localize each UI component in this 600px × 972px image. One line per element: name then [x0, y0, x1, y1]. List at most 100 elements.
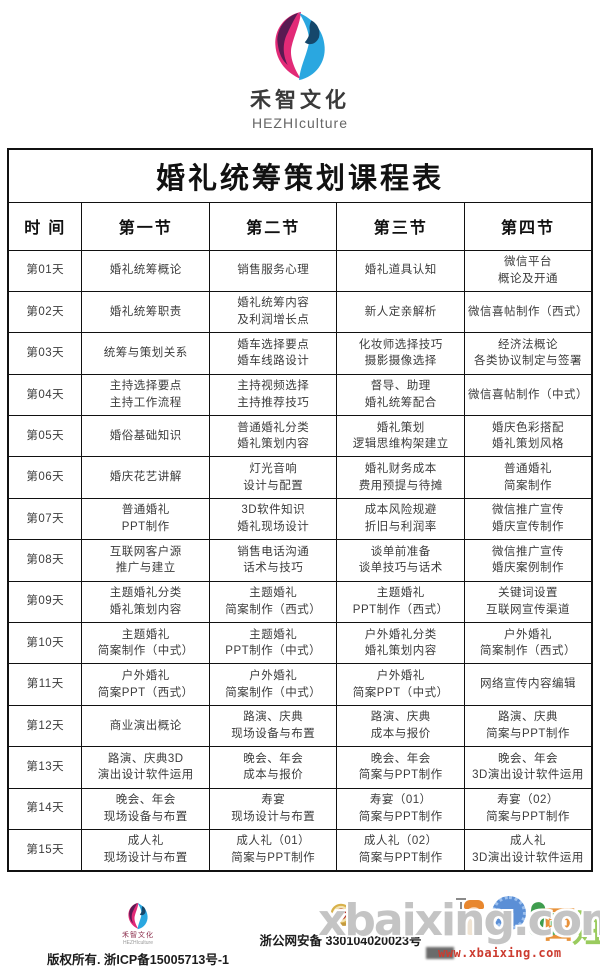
session-1-cell: 主题婚礼分类 婚礼策划内容 [81, 580, 210, 624]
session-4-cell: 经济法概论 各类协议制定与签署 [463, 332, 593, 375]
session-3-cell: 户外婚礼分类 婚礼策划内容 [336, 622, 465, 665]
session-4-cell: 寿宴（02） 简案与PPT制作 [463, 787, 593, 830]
session-4-cell: 成人礼 3D演出设计软件运用 [463, 828, 593, 872]
baixing-mascots: 百 姓 [448, 896, 600, 960]
session-2-cell: 普通婚礼分类 婚礼策划内容 [208, 415, 338, 458]
farmer-body-icon [466, 919, 482, 935]
session-1-cell: 婚礼统筹概论 [81, 249, 210, 292]
session-4-cell: 微信推广宣传 婚庆宣传制作 [463, 497, 593, 541]
session-3-cell: 户外婚礼 简案PPT（中式） [336, 663, 465, 706]
day-cell: 第14天 [7, 787, 83, 830]
day-cell: 第04天 [7, 373, 83, 417]
col-header-session-2: 第二节 [208, 201, 338, 251]
brand-header: 禾智文化 HEZHIculture [0, 0, 600, 134]
day-cell: 第09天 [7, 580, 83, 624]
session-2-cell: 主题婚礼 简案制作（西式） [208, 580, 338, 624]
session-4-cell: 婚庆色彩搭配 婚礼策划风格 [463, 415, 593, 458]
mascot-bai-glyph: 百 [540, 904, 577, 945]
footer-logo-icon [126, 902, 150, 930]
farmer-hat-icon [464, 900, 484, 909]
col-header-session-3: 第三节 [336, 201, 465, 251]
day-cell: 第15天 [7, 828, 83, 872]
watermark-url: www.xbaixing.com [438, 946, 562, 960]
session-1-cell: 婚俗基础知识 [81, 415, 210, 458]
table-row: 第09天 主题婚礼分类 婚礼策划内容 主题婚礼 简案制作（西式） 主题婚礼 PP… [7, 580, 593, 624]
day-cell: 第03天 [7, 332, 83, 375]
day-cell: 第06天 [7, 456, 83, 499]
mascot-xing-glyph: 姓 [572, 908, 600, 949]
session-2-cell: 户外婚礼 简案制作（中式） [208, 663, 338, 706]
session-3-cell: 谈单前准备 谈单技巧与话术 [336, 539, 465, 582]
session-2-cell: 成人礼（01） 简案与PPT制作 [208, 828, 338, 872]
session-4-cell: 微信推广宣传 婚庆案例制作 [463, 539, 593, 582]
course-table-body: 第01天 婚礼统筹概论 销售服务心理 婚礼道具认知 微信平台 概论及开通 第02… [7, 249, 593, 872]
footer-brand-cn: 禾智文化 [122, 932, 154, 939]
table-row: 第06天 婚庆花艺讲解 灯光音响 设计与配置 婚礼财务成本 费用预提与待摊 普通… [7, 456, 593, 499]
table-title-row: 婚礼统筹策划课程表 [7, 148, 593, 203]
session-2-cell: 3D软件知识 婚礼现场设计 [208, 497, 338, 541]
brand-name-en: HEZHIculture [251, 115, 349, 131]
session-1-cell: 主题婚礼 简案制作（中式） [81, 622, 210, 665]
session-2-cell: 主题婚礼 PPT制作（中式） [208, 622, 338, 665]
day-cell: 第02天 [7, 290, 83, 334]
day-cell: 第08天 [7, 539, 83, 582]
session-4-cell: 微信喜帖制作（中式） [463, 373, 593, 417]
session-4-cell: 网络宣传内容编辑 [463, 663, 593, 706]
session-3-cell: 成本风险规避 折旧与利润率 [336, 497, 465, 541]
session-1-cell: 商业演出概论 [81, 704, 210, 748]
table-row: 第12天 商业演出概论 路演、庆典 现场设备与布置 路演、庆典 成本与报价 路演… [7, 704, 593, 748]
session-2-cell: 婚车选择要点 婚车线路设计 [208, 332, 338, 375]
footer-security-block: 浙公网安备 330104020023号 [238, 902, 443, 949]
police-badge-icon [330, 903, 351, 926]
session-4-cell: 普通婚礼 简案制作 [463, 456, 593, 499]
session-4-cell: 微信喜帖制作（西式） [463, 290, 593, 334]
session-3-cell: 婚礼策划 逻辑思维构架建立 [336, 415, 465, 458]
table-row: 第11天 户外婚礼 简案PPT（西式） 户外婚礼 简案制作（中式） 户外婚礼 简… [7, 663, 593, 706]
session-1-cell: 户外婚礼 简案PPT（西式） [81, 663, 210, 706]
session-3-cell: 婚礼道具认知 [336, 249, 465, 292]
table-row: 第05天 婚俗基础知识 普通婚礼分类 婚礼策划内容 婚礼策划 逻辑思维构架建立 … [7, 415, 593, 458]
blue-badge-icon [492, 896, 526, 930]
session-3-cell: 成人礼（02） 简案与PPT制作 [336, 828, 465, 872]
session-2-cell: 灯光音响 设计与配置 [208, 456, 338, 499]
session-1-cell: 普通婚礼 PPT制作 [81, 497, 210, 541]
table-row: 第07天 普通婚礼 PPT制作 3D软件知识 婚礼现场设计 成本风险规避 折旧与… [7, 497, 593, 541]
day-cell: 第11天 [7, 663, 83, 706]
session-3-cell: 路演、庆典 成本与报价 [336, 704, 465, 748]
obscured-text [426, 947, 454, 959]
session-4-cell: 路演、庆典 简案与PPT制作 [463, 704, 593, 748]
session-4-cell: 晚会、年会 3D演出设计软件运用 [463, 746, 593, 789]
pitchfork-icon [456, 898, 466, 922]
session-2-cell: 婚礼统筹内容 及利润增长点 [208, 290, 338, 334]
table-row: 第03天 统筹与策划关系 婚车选择要点 婚车线路设计 化妆师选择技巧 摄影摄像选… [7, 332, 593, 375]
brand-logo-icon [269, 10, 331, 82]
session-2-cell: 晚会、年会 成本与报价 [208, 746, 338, 789]
day-cell: 第10天 [7, 622, 83, 665]
brand-name-cn: 禾智文化 [250, 89, 350, 112]
session-4-cell: 微信平台 概论及开通 [463, 249, 593, 292]
session-1-cell: 主持选择要点 主持工作流程 [81, 373, 210, 417]
session-2-cell: 寿宴 现场设计与布置 [208, 787, 338, 830]
session-1-cell: 婚庆花艺讲解 [81, 456, 210, 499]
session-1-cell: 晚会、年会 现场设备与布置 [81, 787, 210, 830]
icp-record-text: 版权所有. 浙ICP备15005713号-1 [46, 953, 229, 967]
watermark-text: xbaixing.com [318, 895, 600, 946]
day-cell: 第05天 [7, 415, 83, 458]
session-1-cell: 路演、庆典3D 演出设计软件运用 [81, 746, 210, 789]
day-cell: 第13天 [7, 746, 83, 789]
table-row: 第13天 路演、庆典3D 演出设计软件运用 晚会、年会 成本与报价 晚会、年会 … [7, 746, 593, 789]
day-cell: 第01天 [7, 249, 83, 292]
day-cell: 第07天 [7, 497, 83, 541]
farmer-face-icon [467, 907, 481, 920]
column-header-row: 时 间 第一节 第二节 第三节 第四节 [7, 201, 593, 251]
session-1-cell: 成人礼 现场设计与布置 [81, 828, 210, 872]
footer-brand-block: 禾智文化 HEZHIculture 版权所有. 浙ICP备15005713号-1 [28, 902, 248, 968]
table-row: 第04天 主持选择要点 主持工作流程 主持视频选择 主持推荐技巧 督导、助理 婚… [7, 373, 593, 417]
session-3-cell: 晚会、年会 简案与PPT制作 [336, 746, 465, 789]
table-row: 第01天 婚礼统筹概论 销售服务心理 婚礼道具认知 微信平台 概论及开通 [7, 249, 593, 292]
col-header-session-1: 第一节 [81, 201, 210, 251]
session-2-cell: 主持视频选择 主持推荐技巧 [208, 373, 338, 417]
day-cell: 第12天 [7, 704, 83, 748]
table-row: 第08天 互联网客户源 推广与建立 销售电话沟通 话术与技巧 谈单前准备 谈单技… [7, 539, 593, 582]
